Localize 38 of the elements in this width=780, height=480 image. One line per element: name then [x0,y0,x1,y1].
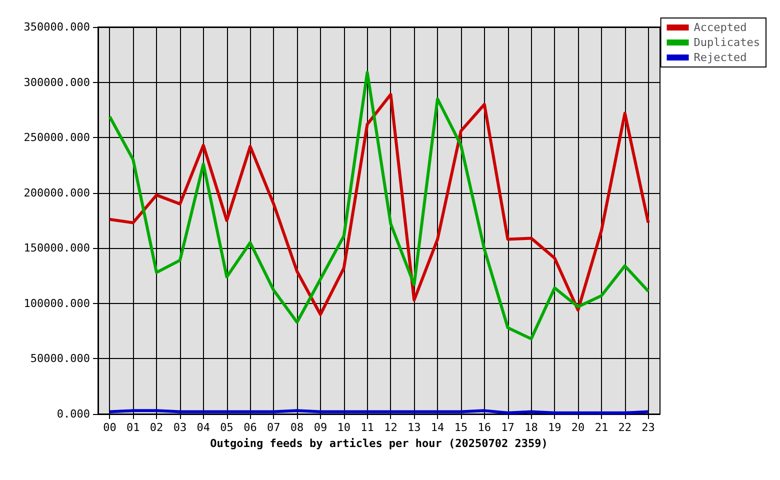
x-tick-label: 08 [290,421,304,434]
x-tick-label: 02 [150,421,164,434]
x-tick-label: 04 [196,421,210,434]
x-tick-label: 03 [173,421,187,434]
legend-label: Duplicates [694,36,760,49]
line-series [108,70,650,340]
x-tick-label: 17 [501,421,514,434]
x-tick-label: 15 [454,421,468,434]
line-series [108,92,650,316]
y-tick-label: 350000.000 [24,20,90,34]
x-tick-label: 05 [220,421,234,434]
y-tick-label: 200000.000 [24,186,90,200]
x-tick-label: 10 [337,421,350,434]
x-tick-label: 23 [642,421,655,434]
y-tick-label: 300000.000 [24,76,90,89]
x-tick-label: 18 [524,421,538,434]
y-tick-label: 0.000 [56,408,90,420]
x-tick-label: 00 [103,421,116,434]
legend-label: Rejected [694,51,747,64]
x-tick-label: 19 [548,421,562,434]
legend-label: Accepted [694,21,747,34]
x-tick-label: 12 [384,421,398,434]
x-tick-label: 11 [360,421,374,434]
x-tick-label: 09 [314,421,328,434]
y-tick-label: 50000.000 [30,352,90,366]
x-tick-label: 16 [478,421,491,434]
x-tick-label: 06 [244,421,257,434]
x-tick-label: 14 [430,421,445,434]
x-tick-label: 07 [267,421,280,434]
y-tick-label: 100000.000 [24,296,90,310]
x-tick-label: 01 [126,421,140,434]
x-tick-label: 22 [618,421,632,434]
x-tick-label: 13 [408,421,421,434]
x-tick-label: 21 [594,421,608,434]
y-tick-label: 150000.000 [24,242,90,255]
x-tick-label: 20 [571,421,585,434]
x-axis-title: Outgoing feeds by articles per hour (20250702 2359) [210,437,548,450]
y-tick-label: 250000.000 [24,131,90,144]
